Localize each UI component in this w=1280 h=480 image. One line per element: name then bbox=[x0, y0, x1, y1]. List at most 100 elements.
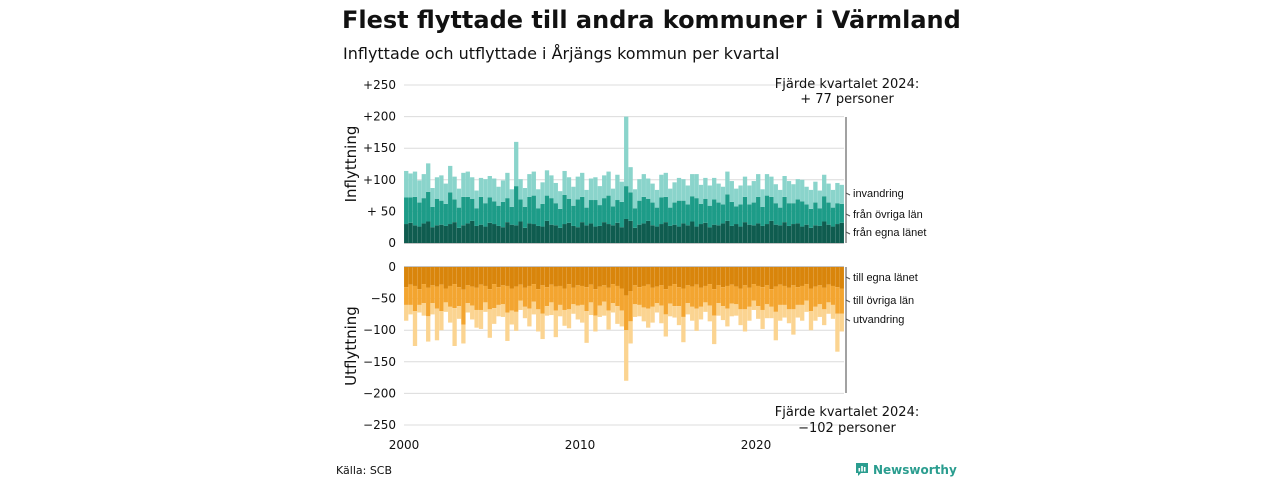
bar bbox=[756, 223, 761, 243]
bar bbox=[544, 306, 550, 316]
bar bbox=[619, 227, 624, 243]
bar bbox=[602, 285, 607, 302]
bar bbox=[707, 284, 712, 306]
bar bbox=[522, 188, 528, 207]
bar bbox=[839, 267, 844, 289]
bar bbox=[716, 202, 721, 226]
bar bbox=[628, 192, 633, 221]
bar bbox=[465, 285, 470, 304]
bar bbox=[690, 196, 695, 222]
gridlines bbox=[404, 84, 844, 426]
brand-name: Newsworthy bbox=[873, 463, 957, 477]
bar bbox=[461, 172, 466, 197]
y-tick-label: +100 bbox=[363, 173, 396, 187]
bar bbox=[654, 267, 660, 287]
y-tick-label: −250 bbox=[363, 418, 396, 432]
bar bbox=[786, 309, 792, 324]
bar bbox=[782, 267, 787, 286]
bar bbox=[672, 284, 677, 307]
bar bbox=[580, 304, 585, 323]
bar bbox=[527, 267, 532, 286]
bar bbox=[663, 267, 668, 290]
bar bbox=[791, 267, 796, 286]
bar bbox=[566, 309, 572, 329]
bar bbox=[478, 224, 484, 243]
brand-logo[interactable]: Newsworthy bbox=[855, 462, 957, 478]
bar bbox=[544, 287, 550, 307]
bar bbox=[610, 267, 616, 285]
bar bbox=[478, 309, 484, 329]
bar bbox=[654, 207, 660, 227]
bar bbox=[553, 267, 558, 287]
bar bbox=[791, 203, 796, 225]
bar bbox=[456, 207, 462, 228]
bar bbox=[474, 267, 479, 288]
bar bbox=[531, 284, 536, 302]
bar bbox=[747, 306, 752, 321]
bar bbox=[782, 222, 787, 243]
bar bbox=[593, 226, 598, 243]
bar bbox=[707, 227, 712, 243]
bar bbox=[606, 195, 611, 225]
bar bbox=[835, 224, 840, 243]
bar bbox=[610, 206, 616, 226]
bar bbox=[698, 184, 704, 204]
bar bbox=[536, 208, 541, 226]
bar bbox=[544, 195, 550, 221]
bar bbox=[549, 284, 554, 303]
bar bbox=[795, 267, 800, 288]
bar bbox=[434, 308, 440, 341]
bar bbox=[826, 302, 831, 314]
bar bbox=[685, 267, 690, 286]
bar bbox=[408, 284, 413, 305]
bar bbox=[421, 174, 426, 199]
bar bbox=[492, 284, 497, 309]
bar bbox=[725, 267, 730, 286]
bar bbox=[747, 204, 752, 225]
bar bbox=[439, 175, 444, 201]
bar bbox=[518, 300, 523, 310]
bar bbox=[646, 267, 651, 285]
bar bbox=[588, 302, 594, 316]
bar bbox=[813, 202, 818, 226]
bar bbox=[562, 224, 567, 243]
bar bbox=[571, 287, 576, 305]
bar bbox=[522, 306, 528, 319]
bar bbox=[606, 310, 611, 330]
bar bbox=[518, 221, 523, 243]
bar bbox=[584, 287, 589, 312]
bar bbox=[817, 190, 822, 209]
bar bbox=[514, 267, 519, 287]
bar bbox=[505, 267, 510, 286]
bar bbox=[804, 186, 809, 205]
bar bbox=[421, 284, 426, 304]
bar bbox=[562, 309, 567, 326]
bar bbox=[681, 200, 686, 224]
bar bbox=[478, 267, 484, 285]
bar bbox=[575, 227, 580, 243]
bar bbox=[764, 224, 770, 243]
bar bbox=[646, 220, 651, 243]
bar bbox=[676, 287, 682, 307]
bar bbox=[544, 267, 550, 288]
bar bbox=[571, 205, 576, 226]
bar bbox=[540, 285, 545, 314]
bar bbox=[593, 289, 598, 316]
bar bbox=[509, 189, 514, 207]
bar bbox=[632, 267, 638, 286]
bar bbox=[602, 175, 607, 199]
bar bbox=[540, 267, 545, 286]
bar bbox=[443, 225, 448, 243]
bars bbox=[404, 116, 844, 381]
bar bbox=[707, 267, 712, 285]
bar bbox=[742, 285, 748, 310]
bar bbox=[452, 267, 457, 285]
bar bbox=[668, 267, 673, 286]
bar bbox=[672, 224, 677, 243]
labels: 0 + 50 +100 +150 +200 +250 Inflyttning Fjärde k… bbox=[342, 77, 926, 452]
bar bbox=[808, 288, 814, 312]
bar bbox=[738, 185, 743, 205]
y-axis-title: Utflyttning bbox=[342, 306, 360, 386]
annotation-text: + 77 personer bbox=[800, 92, 894, 107]
bar bbox=[663, 289, 668, 315]
